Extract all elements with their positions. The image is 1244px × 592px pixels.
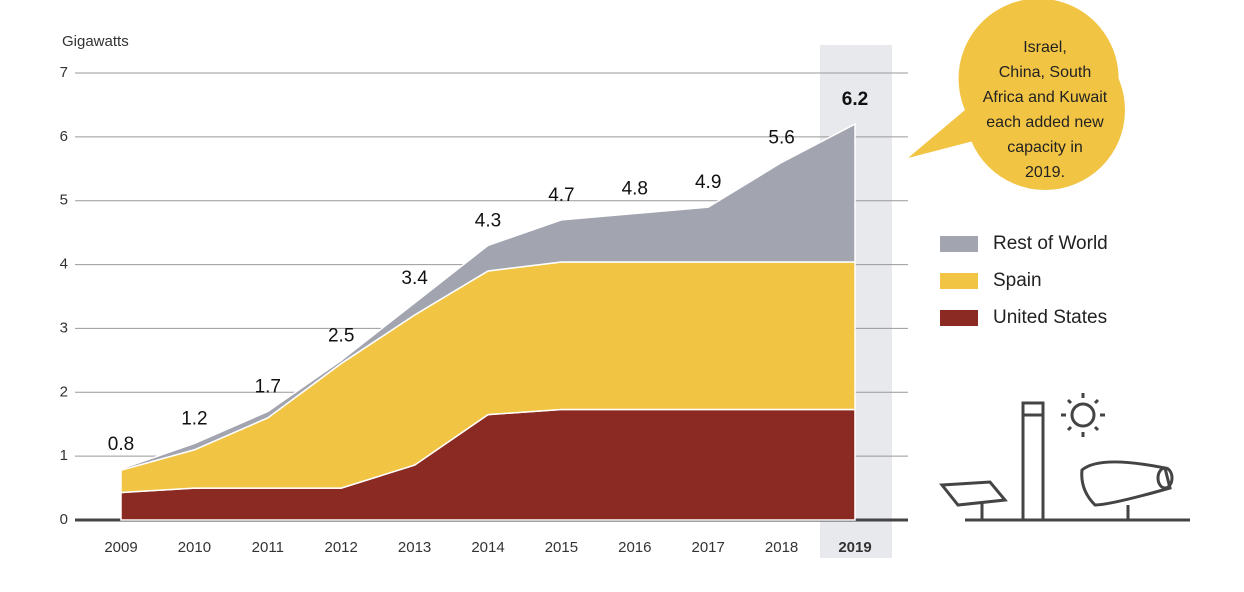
x-tick-label: 2015 [545, 539, 578, 556]
total-label: 6.2 [842, 89, 868, 110]
legend-label: Spain [993, 270, 1042, 291]
panel-icon [939, 480, 1008, 507]
x-tick-label: 2019 [838, 539, 871, 556]
legend-swatch [940, 273, 978, 289]
total-label: 4.9 [695, 172, 721, 193]
legend-swatch [940, 310, 978, 326]
total-label: 5.6 [768, 127, 794, 148]
tower-icon [1021, 401, 1045, 522]
x-tick-label: 2009 [104, 539, 137, 556]
total-label: 1.2 [181, 408, 207, 429]
x-tick-label: 2014 [471, 539, 504, 556]
total-label: 4.3 [475, 210, 501, 231]
total-label: 4.7 [548, 185, 574, 206]
x-tick-label: 2013 [398, 539, 431, 556]
total-label: 1.7 [255, 376, 281, 397]
y-tick-label: 2 [60, 383, 68, 400]
trough-icon [1080, 460, 1172, 507]
solar-icons [939, 393, 1190, 522]
x-tick-label: 2016 [618, 539, 651, 556]
y-tick-label: 3 [60, 319, 68, 336]
sun-rays [1061, 393, 1105, 437]
annotation-text: 2019. [1025, 164, 1065, 181]
x-tick-label: 2018 [765, 539, 798, 556]
y-axis-label: Gigawatts [62, 33, 129, 50]
y-tick-label: 1 [60, 447, 68, 464]
x-tick-label: 2010 [178, 539, 211, 556]
y-tick-label: 7 [60, 64, 68, 81]
sun-icon [1070, 402, 1096, 428]
legend-label: Rest of World [993, 233, 1108, 254]
area [120, 122, 856, 472]
annotation-text: capacity in [1007, 139, 1083, 156]
y-tick-label: 0 [60, 511, 68, 528]
x-tick-label: 2017 [692, 539, 725, 556]
total-label: 4.8 [622, 179, 648, 200]
annotation-bubble-body [965, 30, 1125, 190]
y-tick-label: 4 [60, 256, 68, 273]
total-label: 2.5 [328, 325, 354, 346]
x-tick-label: 2011 [252, 539, 284, 556]
legend-swatch [940, 236, 978, 252]
annotation-text: Africa and Kuwait [983, 89, 1108, 106]
annotation-text: Israel, [1023, 39, 1067, 56]
y-tick-label: 5 [60, 192, 68, 209]
x-tick-label: 2012 [325, 539, 358, 556]
legend-label: United States [993, 307, 1107, 328]
total-label: 3.4 [401, 268, 428, 289]
annotation-text: China, South [999, 64, 1092, 81]
y-tick-label: 6 [60, 128, 68, 145]
trough-end [1156, 466, 1174, 490]
annotation-text: each added new [986, 114, 1104, 131]
total-label: 0.8 [108, 434, 134, 455]
